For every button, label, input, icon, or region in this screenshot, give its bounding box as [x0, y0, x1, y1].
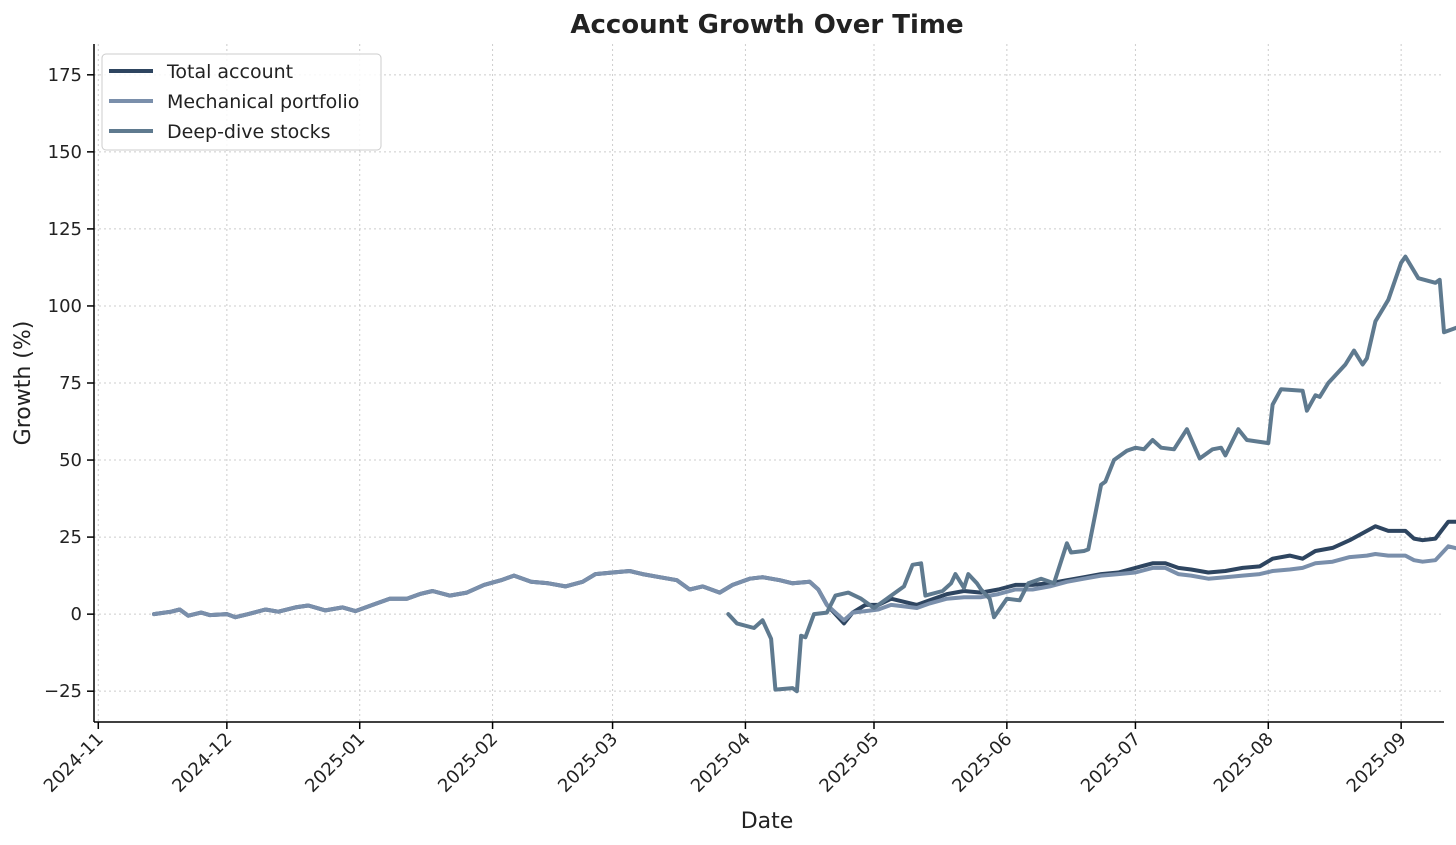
y-tick-label: 125 [48, 219, 82, 240]
legend-label-total-account: Total account [166, 61, 293, 83]
y-axis-label: Growth (%) [11, 321, 36, 446]
y-tick-label: 75 [59, 373, 82, 394]
x-tick-label: 2025-07 [1077, 729, 1145, 797]
y-tick-label: 100 [48, 296, 82, 317]
x-tick-label: 2025-03 [554, 729, 622, 797]
series-layer [152, 254, 1456, 694]
legend-label-mechanical-portfolio: Mechanical portfolio [167, 91, 359, 113]
series-line-total-account [152, 519, 1456, 626]
x-tick-label: 2025-08 [1210, 729, 1278, 797]
y-tick-label: 175 [48, 65, 82, 86]
x-tick-label: 2025-06 [948, 729, 1016, 797]
series-line-deep-dive-stocks [726, 254, 1456, 694]
y-tick-label: 25 [59, 527, 82, 548]
legend: Total account Mechanical portfolio Deep-di… [101, 53, 382, 151]
x-tick-label: 2025-02 [434, 729, 502, 797]
x-tick-label: 2025-09 [1343, 729, 1411, 797]
x-tick-label: 2024-11 [40, 729, 108, 797]
x-tick-label: 2025-04 [687, 729, 755, 797]
x-tick-label: 2025-01 [301, 729, 369, 797]
x-axis-label: Date [741, 809, 794, 834]
axes-layer: 2024-11 2024-12 2025-01 2025-02 2025-03 2025-… [40, 44, 1444, 797]
y-tick-label: 50 [59, 450, 82, 471]
legend-label-deep-dive-stocks: Deep-dive stocks [167, 121, 331, 143]
x-tick-label: 2024-12 [168, 729, 236, 797]
legend-box [101, 53, 382, 151]
chart-title: Account Growth Over Time [570, 10, 963, 40]
x-tick-label: 2025-05 [815, 729, 883, 797]
y-tick-label: 0 [71, 604, 82, 625]
series-line-mechanical-portfolio [152, 544, 1456, 623]
y-tick-label: −25 [44, 681, 82, 702]
y-tick-label: 150 [48, 142, 82, 163]
